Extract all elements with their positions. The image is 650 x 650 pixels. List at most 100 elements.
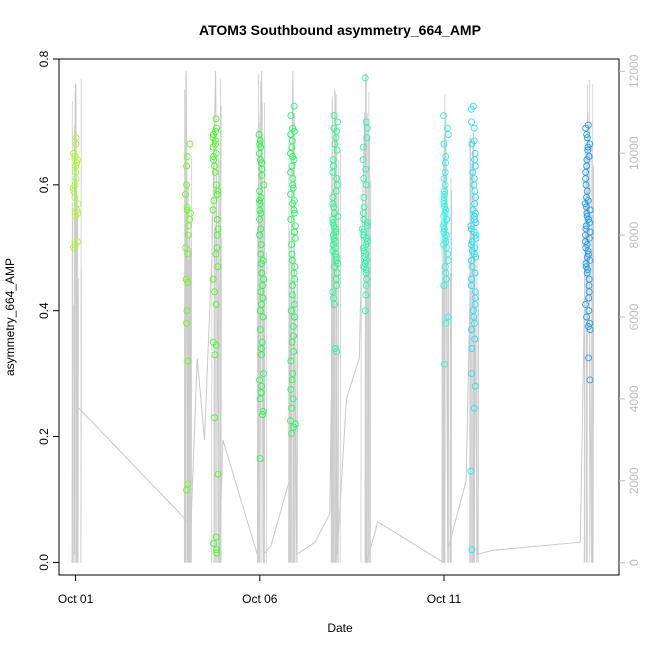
data-point: [291, 275, 299, 283]
data-point: [584, 146, 592, 154]
data-point: [289, 153, 297, 160]
data-point: [183, 181, 191, 189]
data-point: [583, 269, 591, 277]
data-point: [363, 134, 371, 142]
data-point: [584, 322, 592, 330]
data-point: [72, 140, 80, 148]
data-point: [212, 115, 220, 123]
data-point: [183, 153, 191, 160]
data-point: [288, 376, 296, 384]
data-point: [362, 181, 370, 189]
data-point: [214, 187, 222, 195]
data-point: [333, 146, 341, 154]
data-point: [257, 225, 265, 233]
x-axis-label: Date: [327, 621, 353, 635]
data-point: [330, 112, 338, 120]
data-point: [334, 212, 342, 220]
data-point: [183, 307, 191, 315]
data-point: [182, 190, 190, 198]
data-point: [184, 480, 192, 488]
data-point: [467, 222, 475, 230]
x-tick-label: Oct 01: [58, 592, 94, 606]
data-point: [258, 300, 265, 308]
data-point: [213, 181, 220, 189]
data-point: [212, 300, 220, 308]
data-point: [185, 222, 192, 230]
data-point: [582, 260, 590, 267]
data-point: [287, 385, 295, 393]
data-point: [440, 112, 447, 120]
data-point: [471, 382, 479, 390]
data-point: [257, 288, 265, 296]
data-point: [333, 269, 341, 277]
data-point: [257, 143, 265, 151]
data-point: [184, 357, 192, 365]
data-point: [256, 395, 264, 403]
data-point: [256, 216, 264, 223]
data-point: [183, 162, 191, 170]
axes-layer: 0.0 0.2 0.4 0.6 0.8 0 2000 4000 6000 8000 10000 120…: [37, 50, 641, 606]
data-point: [211, 288, 219, 296]
data-point: [291, 313, 298, 321]
grey-spike-band: [469, 134, 480, 563]
data-point: [440, 282, 448, 289]
data-point: [470, 228, 478, 236]
data-point: [184, 278, 192, 286]
data-point: [291, 263, 299, 271]
data-point: [256, 140, 264, 148]
data-point: [470, 404, 478, 412]
data-point: [209, 275, 217, 283]
data-point: [583, 134, 591, 142]
data-point: [468, 282, 475, 289]
data-point: [259, 407, 267, 415]
data-point: [440, 225, 448, 233]
data-point: [288, 241, 295, 249]
data-point: [70, 187, 78, 195]
data-point: [256, 455, 264, 463]
data-point: [582, 300, 590, 308]
data-point: [329, 200, 337, 208]
data-point: [363, 222, 371, 230]
data-point: [210, 156, 217, 164]
data-point: [471, 335, 479, 343]
data-point: [257, 260, 265, 267]
data-point: [213, 549, 221, 557]
data-point: [362, 282, 370, 289]
data-point: [441, 234, 449, 242]
data-point: [212, 137, 219, 145]
data-point: [210, 153, 217, 160]
data-point: [583, 193, 590, 201]
grey-line-layer: [71, 71, 594, 564]
data-point: [291, 222, 299, 230]
data-point: [444, 131, 452, 138]
data-point: [214, 470, 222, 478]
data-point: [331, 345, 339, 352]
data-point: [584, 266, 592, 274]
data-point: [359, 156, 367, 164]
data-point: [258, 171, 266, 179]
data-point: [290, 156, 298, 164]
data-point: [442, 319, 450, 327]
data-point: [470, 250, 478, 258]
data-point: [361, 260, 369, 267]
data-point: [287, 216, 295, 223]
data-point: [255, 131, 263, 138]
data-point: [209, 143, 217, 151]
data-point: [360, 228, 368, 236]
data-point: [257, 250, 265, 258]
grey-spike-band: [183, 74, 193, 563]
data-point: [211, 414, 218, 422]
data-point: [467, 467, 475, 475]
data-point: [581, 200, 589, 208]
data-point: [330, 300, 338, 308]
data-point: [443, 275, 450, 283]
data-point: [289, 175, 297, 183]
data-point: [186, 216, 194, 223]
data-point: [471, 269, 479, 277]
data-point: [332, 187, 340, 195]
data-point: [286, 417, 294, 425]
data-point: [470, 319, 478, 327]
data-point: [442, 206, 450, 214]
data-point: [363, 219, 371, 227]
